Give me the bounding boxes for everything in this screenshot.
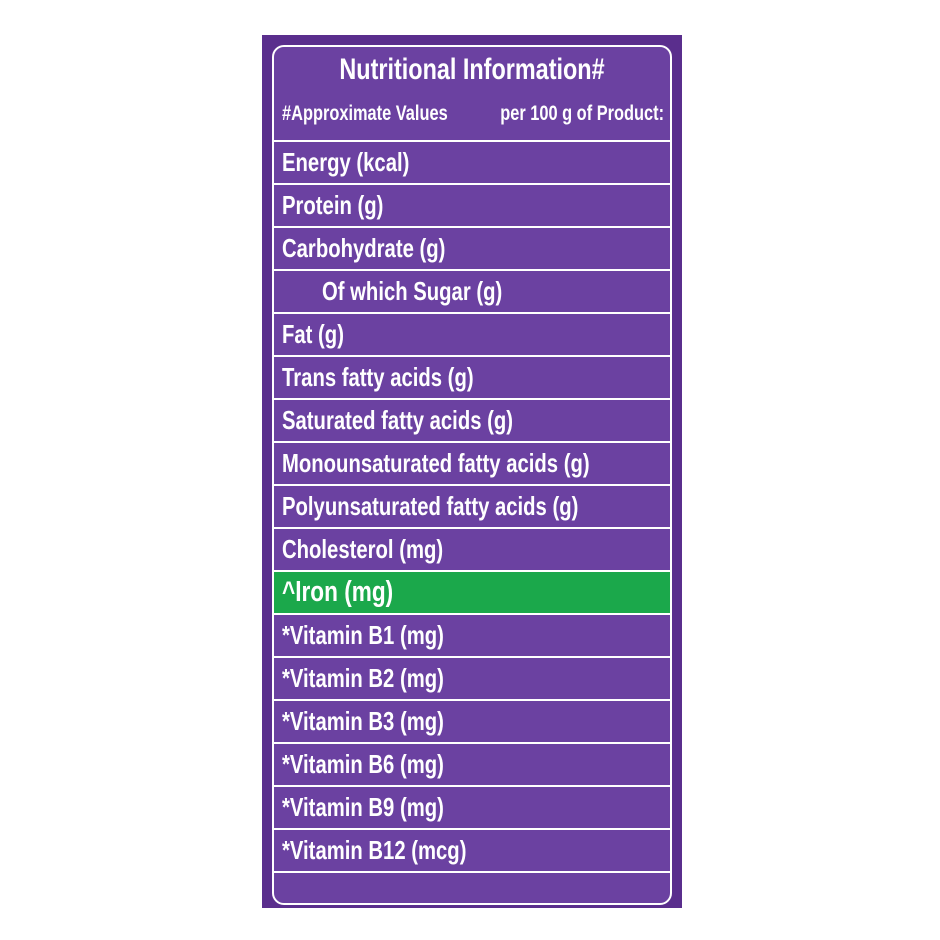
table-row: Fat (g)11.7 bbox=[274, 312, 670, 357]
nutrient-name: Monounsaturated fatty acids (g) bbox=[282, 448, 590, 478]
label-cell: Trans fatty acids (g) bbox=[274, 355, 670, 400]
label-cell: ^Iron (mg) bbox=[274, 570, 670, 615]
table-row: *Vitamin B9 (mg)0.045 bbox=[274, 785, 670, 830]
label-cell: Energy (kcal) bbox=[274, 140, 670, 185]
label-cell: Cholesterol (mg) bbox=[274, 527, 670, 572]
label-cell: *Vitamin B3 (mg) bbox=[274, 699, 670, 744]
basis: per 100 g of Product: bbox=[500, 102, 664, 125]
nutrient-name: ^Iron (mg) bbox=[282, 576, 394, 608]
label-cell: Protein (g) bbox=[274, 183, 670, 228]
label-cell: *Vitamin B12 (mcg) bbox=[274, 828, 670, 873]
label-panel: Nutritional Information# #Approximate Va… bbox=[262, 35, 682, 908]
label-cell: Carbohydrate (g) bbox=[274, 226, 670, 271]
table-row: *Vitamin B3 (mg)4.33 bbox=[274, 699, 670, 744]
label-cell: Fat (g) bbox=[274, 312, 670, 357]
nutrition-table: Energy (kcal)446Protein (g)8.5Carbohydra… bbox=[274, 140, 670, 873]
label-cell: Of which Sugar (g) bbox=[274, 269, 670, 314]
label-cell: Saturated fatty acids (g) bbox=[274, 398, 670, 443]
nutrient-name: Protein (g) bbox=[282, 190, 384, 220]
nutrient-name: *Vitamin B6 (mg) bbox=[282, 749, 444, 779]
table-row: *Vitamin B2 (mg)0.34 bbox=[274, 656, 670, 701]
table-row: ^Iron (mg)2.85 bbox=[274, 570, 670, 615]
nutrient-name: Fat (g) bbox=[282, 319, 344, 349]
table-row: Cholesterol (mg)0.0 bbox=[274, 527, 670, 572]
label-cell: *Vitamin B6 (mg) bbox=[274, 742, 670, 787]
nutrient-name: Carbohydrate (g) bbox=[282, 233, 446, 263]
nutrient-name: Polyunsaturated fatty acids (g) bbox=[282, 491, 579, 521]
table-row: Polyunsaturated fatty acids (g)1.4 bbox=[274, 484, 670, 529]
table-row: *Vitamin B6 (mg)0.48 bbox=[274, 742, 670, 787]
table-row: Energy (kcal)446 bbox=[274, 140, 670, 185]
table-row: Protein (g)8.5 bbox=[274, 183, 670, 228]
nutrient-name: *Vitamin B3 (mg) bbox=[282, 706, 444, 736]
label-cell: *Vitamin B1 (mg) bbox=[274, 613, 670, 658]
label-cell: Polyunsaturated fatty acids (g) bbox=[274, 484, 670, 529]
table-row: Trans fatty acids (g)0.0 bbox=[274, 355, 670, 400]
nutrient-name: Of which Sugar (g) bbox=[322, 276, 503, 306]
label-cell: *Vitamin B9 (mg) bbox=[274, 785, 670, 830]
table-row: Carbohydrate (g)76.6 bbox=[274, 226, 670, 271]
table-row: Saturated fatty acids (g)5.8 bbox=[274, 398, 670, 443]
nutrient-name: Trans fatty acids (g) bbox=[282, 362, 474, 392]
title: Nutritional Information# bbox=[339, 53, 605, 86]
nutrient-name: *Vitamin B9 (mg) bbox=[282, 792, 444, 822]
label-cell: Monounsaturated fatty acids (g) bbox=[274, 441, 670, 486]
nutrient-name: Cholesterol (mg) bbox=[282, 534, 444, 564]
table-row: Monounsaturated fatty acids (g)4.4 bbox=[274, 441, 670, 486]
table-row: *Vitamin B1 (mg)0.34 bbox=[274, 613, 670, 658]
nutrient-name: *Vitamin B12 (mcg) bbox=[282, 835, 467, 865]
title-box: Nutritional Information# bbox=[274, 53, 670, 87]
label-frame: Nutritional Information# #Approximate Va… bbox=[272, 45, 672, 905]
nutrient-name: *Vitamin B1 (mg) bbox=[282, 620, 444, 650]
note: #Approximate Values bbox=[282, 102, 448, 125]
label-cell: *Vitamin B2 (mg) bbox=[274, 656, 670, 701]
nutrient-name: Energy (kcal) bbox=[282, 147, 410, 177]
table-row: *Vitamin B12 (mcg)0.5 bbox=[274, 828, 670, 873]
nutrient-name: *Vitamin B2 (mg) bbox=[282, 663, 444, 693]
table-row: Of which Sugar (g)16.5 bbox=[274, 269, 670, 314]
nutrient-name: Saturated fatty acids (g) bbox=[282, 405, 514, 435]
